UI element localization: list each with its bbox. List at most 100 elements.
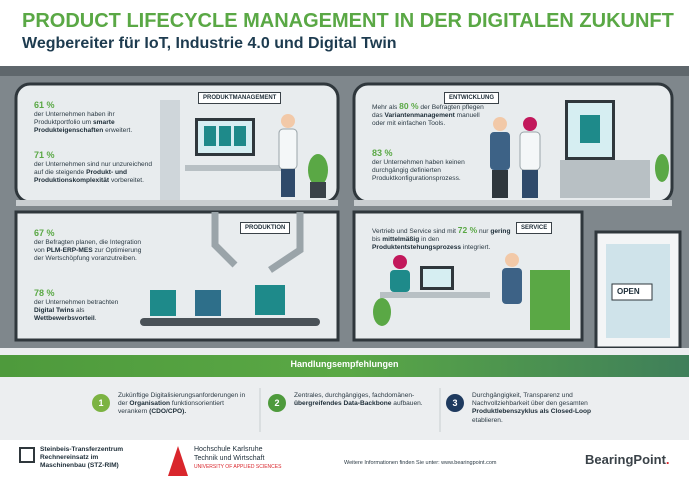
- coat: [278, 128, 298, 170]
- roof: [0, 66, 689, 76]
- text: zur Optimierung der Wertschöpfung voranz…: [34, 247, 142, 263]
- logo: [19, 447, 35, 463]
- recommendation: Durchgängigkeit, Transparenz und Nachvol…: [472, 392, 622, 425]
- text: Vertrieb und Service sind mit: [372, 228, 458, 235]
- box: [150, 290, 176, 316]
- text: PLM-ERP-MES: [46, 247, 93, 255]
- text: Produktentstehungsprozess: [372, 244, 462, 252]
- plant: [308, 154, 328, 186]
- figure: 67 %: [34, 228, 55, 238]
- section-title: Handlungsempfehlungen: [290, 359, 399, 369]
- pot: [310, 182, 326, 198]
- body: [490, 132, 510, 170]
- floor: [354, 200, 672, 206]
- text: smarte Produkteigenschaften: [34, 119, 115, 135]
- recommendation: Zukünftige Digitalisierungsanforderungen…: [118, 392, 248, 417]
- brand-name: BearingPoint: [585, 452, 666, 467]
- room-label: PRODUKTMANAGEMENT: [198, 92, 282, 104]
- shelf: [160, 100, 180, 200]
- coat: [519, 131, 541, 171]
- info: Weitere Informationen finden Sie unter: …: [344, 460, 497, 466]
- tile: [580, 115, 600, 143]
- box: [195, 290, 221, 316]
- robot-arm: [268, 212, 304, 273]
- screen: [423, 269, 451, 287]
- room-label: SERVICE: [516, 222, 553, 234]
- figure: 78 %: [34, 288, 55, 298]
- robot-arm: [211, 212, 238, 268]
- box: [255, 285, 285, 315]
- text: der Unternehmen haben ihr Produktportfol…: [34, 111, 115, 127]
- line: Rechnereinsatz im: [40, 454, 99, 461]
- tile: [234, 126, 246, 146]
- number: 2: [268, 394, 286, 412]
- brand: BearingPoint.: [585, 452, 670, 467]
- line: Hochschule Karlsruhe: [194, 446, 263, 453]
- text: (CDO/CPO).: [149, 408, 187, 416]
- text: der Befragten pflegen das: [372, 104, 484, 120]
- line: Steinbeis-Transferzentrum: [40, 446, 124, 453]
- text: Durchgängigkeit, Transparenz und Nachvol…: [472, 392, 588, 408]
- text: nur: [477, 228, 491, 235]
- text: der Unternehmen sind nur unzureichend au…: [34, 161, 153, 177]
- text: etablieren.: [472, 416, 503, 424]
- text: Zukünftige Digitalisierungsanforderungen…: [118, 392, 246, 408]
- room-label: PRODUKTION: [240, 222, 291, 234]
- sign: [611, 283, 653, 301]
- recommendation: Zentrales, durchgängiges, fachdomänen-üb…: [294, 392, 434, 408]
- room-label: ENTWICKLUNG: [444, 92, 499, 104]
- desk: [560, 160, 650, 198]
- text: vorbereitet.: [109, 177, 144, 185]
- tile: [219, 126, 231, 146]
- text: mittelmäßig: [382, 236, 420, 244]
- subtitle: Wegbereiter für IoT, Industrie 4.0 und D…: [22, 35, 397, 52]
- text: aufbauen.: [391, 400, 423, 408]
- figure: 61 %: [34, 100, 55, 110]
- text: Organisation: [129, 400, 171, 408]
- head: [505, 253, 519, 267]
- partner: Hochschule Karlsruhe Technik und Wirtsch…: [194, 446, 281, 472]
- text: als: [74, 307, 85, 315]
- text: der Unternehmen haben keinen durchgängig…: [372, 159, 465, 183]
- title: PRODUCT LIFECYCLE MANAGEMENT IN DER DIGI…: [22, 10, 674, 32]
- figure: 72 %: [457, 225, 478, 235]
- figure: 71 %: [34, 150, 55, 160]
- text: erweitert.: [103, 127, 133, 135]
- desk: [380, 292, 490, 298]
- stat: 83 % der Unternehmen haben keinen durchg…: [372, 148, 488, 184]
- plant: [373, 298, 391, 326]
- legs: [492, 170, 508, 198]
- text: übergreifendes Data-Backbone: [294, 400, 392, 408]
- text: Variantenmanagement: [384, 112, 455, 120]
- stat: 61 % der Unternehmen haben ihr Produktpo…: [34, 100, 156, 136]
- figure: 80 %: [399, 101, 419, 111]
- text: der Unternehmen betrachten: [34, 299, 119, 306]
- text: Mehr als: [372, 104, 400, 111]
- text: Zentrales, durchgängiges, fachdomänen-: [294, 392, 415, 399]
- line: Technik und Wirtschaft: [194, 454, 265, 462]
- plant: [655, 154, 669, 182]
- number: 3: [446, 394, 464, 412]
- text: Produktlebenszyklus als Closed-Loop: [472, 408, 592, 416]
- desk: [185, 165, 295, 171]
- legs: [522, 170, 538, 198]
- logo: [168, 446, 188, 476]
- stat: Mehr als 80 % der Befragten pflegen das …: [372, 102, 488, 129]
- figure: 83 %: [372, 148, 393, 158]
- band: [0, 355, 689, 377]
- partner: Steinbeis-Transferzentrum Rechnereinsatz…: [40, 446, 123, 470]
- text: .: [94, 315, 97, 323]
- text: bis: [372, 236, 383, 244]
- head: [393, 255, 407, 269]
- body: [502, 268, 522, 304]
- text: Produkt- und Produktionskomplexität: [34, 169, 128, 185]
- brand-dot: .: [665, 452, 670, 467]
- conveyor: [140, 318, 320, 326]
- text: in den: [419, 236, 440, 244]
- text: gering: [490, 228, 511, 235]
- legs: [281, 169, 295, 197]
- stat: Vertrieb und Service sind mit 72 % nur g…: [372, 226, 512, 253]
- text: Wettbewerbsvorteil: [34, 315, 95, 323]
- head: [281, 114, 295, 128]
